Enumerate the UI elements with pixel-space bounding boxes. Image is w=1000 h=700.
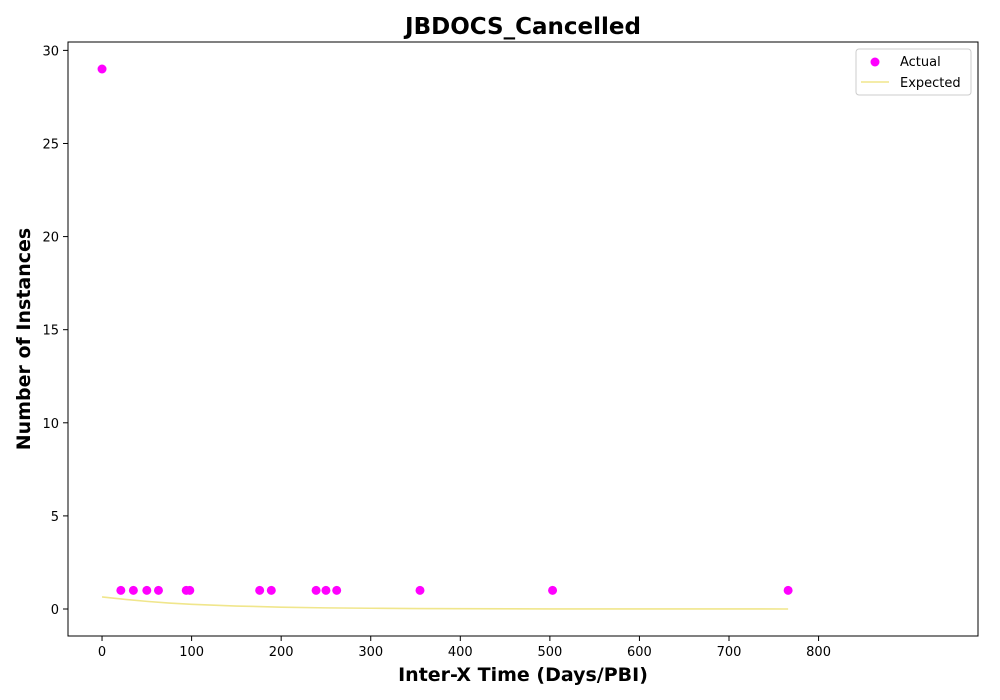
y-tick-label: 25: [42, 137, 59, 152]
x-tick-label: 800: [806, 645, 831, 660]
plot-frame: [67, 41, 979, 637]
expected-series: [101, 596, 789, 610]
actual-point: [415, 585, 425, 595]
y-tick-label: 20: [42, 231, 59, 246]
x-axis-ticks: 0 100 200 300 400 500 600 700 800: [98, 636, 831, 660]
y-axis-ticks: 0 5 10 15 20 25 30: [42, 44, 68, 618]
actual-point: [255, 585, 265, 595]
y-tick-label: 10: [42, 417, 59, 432]
legend-actual-label: Actual: [900, 55, 941, 70]
actual-point: [185, 585, 195, 595]
y-tick-label: 30: [42, 44, 59, 59]
actual-point: [783, 585, 793, 595]
y-axis-title: Number of Instances: [13, 228, 35, 450]
x-tick-label: 500: [537, 645, 562, 660]
actual-point: [332, 585, 342, 595]
actual-point: [116, 585, 126, 595]
x-tick-label: 200: [269, 645, 294, 660]
x-tick-label: 100: [179, 645, 204, 660]
actual-point: [142, 585, 152, 595]
x-tick-label: 0: [98, 645, 106, 660]
legend-expected-label: Expected: [900, 76, 961, 91]
actual-point: [321, 585, 331, 595]
legend-box: [855, 48, 972, 96]
legend: Actual Expected: [855, 48, 972, 96]
actual-series: [97, 64, 793, 595]
actual-point: [97, 64, 107, 74]
chart-title: JBDOCS_Cancelled: [403, 14, 641, 40]
y-tick-label: 5: [51, 510, 59, 525]
x-tick-label: 700: [717, 645, 742, 660]
actual-point: [128, 585, 138, 595]
expected-line: [101, 596, 789, 610]
y-tick-label: 0: [51, 603, 59, 618]
y-tick-label: 15: [42, 324, 59, 339]
x-axis-title: Inter-X Time (Days/PBI): [398, 664, 648, 686]
x-tick-label: 400: [448, 645, 473, 660]
actual-point: [266, 585, 276, 595]
actual-point: [153, 585, 163, 595]
actual-point: [548, 585, 558, 595]
actual-point: [311, 585, 321, 595]
x-tick-label: 300: [358, 645, 383, 660]
legend-actual-marker: [870, 57, 880, 67]
x-tick-label: 600: [627, 645, 652, 660]
